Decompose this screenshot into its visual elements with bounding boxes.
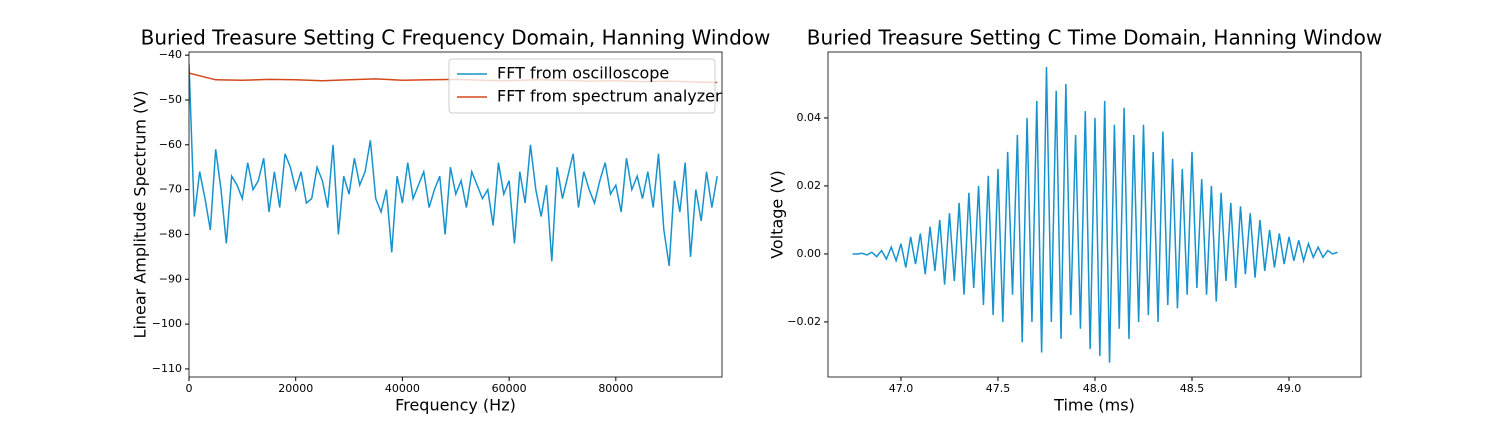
legend-box bbox=[448, 58, 716, 114]
y-tick-label: −80 bbox=[159, 227, 182, 240]
x-tick-label: 47.0 bbox=[889, 382, 914, 395]
y-tick-label: −40 bbox=[159, 48, 182, 61]
y-tick-label: 0.02 bbox=[797, 179, 822, 192]
x-tick-label: 0 bbox=[186, 382, 193, 395]
chart-title: Buried Treasure Setting C Time Domain, H… bbox=[807, 26, 1382, 50]
y-tick-label: −100 bbox=[152, 317, 182, 330]
x-axis-label: Frequency (Hz) bbox=[395, 396, 516, 415]
chart-title: Buried Treasure Setting C Frequency Doma… bbox=[141, 26, 771, 50]
legend-label: FFT from oscilloscope bbox=[497, 64, 669, 83]
x-tick-label: 48.0 bbox=[1083, 382, 1108, 395]
x-tick-label: 60000 bbox=[492, 382, 527, 395]
y-tick-label: −110 bbox=[152, 362, 182, 375]
axes-frame bbox=[827, 51, 1362, 378]
x-tick-label: 80000 bbox=[598, 382, 633, 395]
x-axis-label: Time (ms) bbox=[1053, 396, 1135, 415]
y-tick-label: −0.02 bbox=[787, 315, 821, 328]
y-tick-label: −50 bbox=[159, 93, 182, 106]
y-tick-label: −70 bbox=[159, 183, 182, 196]
axes-frame bbox=[188, 51, 723, 378]
y-tick-label: 0.00 bbox=[797, 247, 822, 260]
x-tick-label: 40000 bbox=[385, 382, 420, 395]
y-tick-label: 0.04 bbox=[797, 111, 822, 124]
y-axis-label: Linear Amplitude Spectrum (V) bbox=[131, 91, 150, 339]
data-line bbox=[852, 66, 1338, 363]
x-tick-label: 47.5 bbox=[986, 382, 1011, 395]
y-tick-label: −60 bbox=[159, 138, 182, 151]
data-line bbox=[189, 64, 718, 266]
x-tick-label: 49.0 bbox=[1277, 382, 1302, 395]
y-tick-label: −90 bbox=[159, 272, 182, 285]
legend-label: FFT from spectrum analyzer bbox=[497, 87, 722, 106]
x-tick-label: 20000 bbox=[278, 382, 313, 395]
x-tick-label: 48.5 bbox=[1180, 382, 1205, 395]
y-axis-label: Voltage (V) bbox=[768, 170, 787, 259]
